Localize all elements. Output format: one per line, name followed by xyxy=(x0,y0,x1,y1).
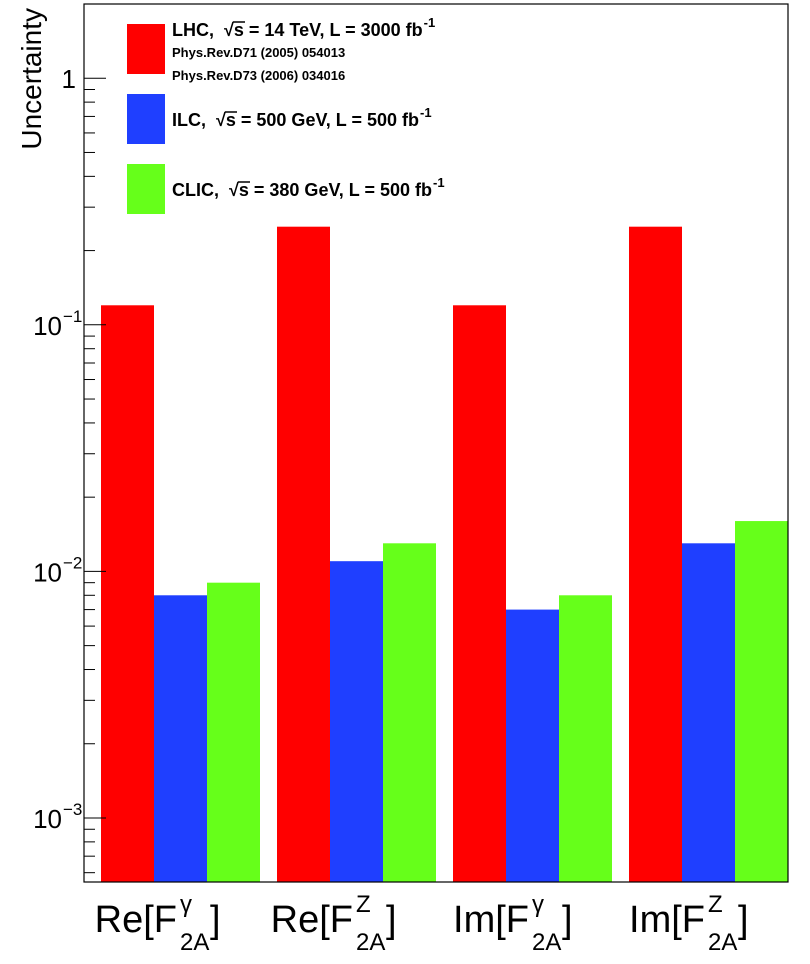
y-tick-label: 1 xyxy=(62,64,76,94)
y-tick-label: 10 −2 xyxy=(33,553,82,587)
x-category-label: Re[F γ 2A] xyxy=(95,891,221,956)
plot-frame xyxy=(83,3,789,883)
legend-energy-lumi: √s = 14 TeV, L = 3000 fb xyxy=(224,20,423,40)
legend-label: CLIC, xyxy=(172,180,219,200)
category-superscript: Z xyxy=(356,891,371,918)
bar-ilc-1 xyxy=(154,595,207,882)
category-suffix: ] xyxy=(386,899,397,941)
y-axis-tick-labels: 110−110−210−3 xyxy=(33,64,82,834)
bar-lhc-4 xyxy=(629,226,682,882)
legend-swatch xyxy=(127,94,165,144)
bar-ilc-2 xyxy=(330,561,383,882)
category-superscript: γ xyxy=(180,891,192,918)
category-prefix: Re[F xyxy=(271,899,353,941)
category-prefix: Im[F xyxy=(629,899,705,941)
legend: LHC, √s = 14 TeV, L = 3000 fb -1Phys.Rev.D… xyxy=(127,15,445,214)
category-subscript: 2A xyxy=(180,929,209,956)
x-category-label: Re[F Z 2A] xyxy=(271,891,397,956)
category-suffix: ] xyxy=(562,899,573,941)
legend-exponent: -1 xyxy=(420,105,432,120)
y-tick-base: 10 xyxy=(33,804,62,834)
bars-layer xyxy=(101,226,788,882)
x-category-label: Im[F Z 2A] xyxy=(629,891,749,956)
bar-clic-4 xyxy=(735,521,788,882)
category-subscript: 2A xyxy=(532,929,561,956)
category-subscript: 2A xyxy=(356,929,385,956)
x-category-label: Im[F γ 2A] xyxy=(453,891,573,956)
y-tick-base: 10 xyxy=(33,311,62,341)
bar-lhc-3 xyxy=(453,305,506,882)
y-tick-exponent: −2 xyxy=(63,553,82,572)
legend-exponent: -1 xyxy=(433,175,445,190)
y-tick-label: 10 −1 xyxy=(33,307,82,341)
category-superscript: Z xyxy=(708,891,723,918)
x-axis-category-labels: Re[F γ2A] Re[F Z2A] Im[F γ2A] Im[F Z2A] xyxy=(95,891,749,956)
legend-label: LHC, xyxy=(172,20,214,40)
legend-entry-clic: CLIC, √s = 380 GeV, L = 500 fb -1 xyxy=(127,164,445,214)
y-tick-label: 10 −3 xyxy=(33,800,82,834)
legend-energy-lumi: √s = 500 GeV, L = 500 fb xyxy=(216,110,419,130)
category-subscript: 2A xyxy=(708,929,737,956)
y-tick-base: 10 xyxy=(33,557,62,587)
bar-clic-2 xyxy=(383,543,436,882)
category-superscript: γ xyxy=(532,891,544,918)
legend-reference: Phys.Rev.D73 (2006) 034016 xyxy=(172,68,345,83)
bar-ilc-4 xyxy=(682,543,735,882)
bar-clic-1 xyxy=(207,582,260,882)
legend-reference: Phys.Rev.D71 (2005) 054013 xyxy=(172,45,345,60)
legend-swatch xyxy=(127,24,165,74)
legend-label: ILC, xyxy=(172,110,206,130)
category-prefix: Re[F xyxy=(95,899,177,941)
legend-entry-ilc: ILC, √s = 500 GeV, L = 500 fb -1 xyxy=(127,94,432,144)
legend-energy-lumi: √s = 380 GeV, L = 500 fb xyxy=(229,180,432,200)
category-suffix: ] xyxy=(738,899,749,941)
bar-lhc-2 xyxy=(277,226,330,882)
y-axis-ticks xyxy=(84,3,106,874)
legend-swatch xyxy=(127,164,165,214)
bar-ilc-3 xyxy=(506,609,559,882)
y-tick-exponent: −3 xyxy=(63,800,82,819)
legend-exponent: -1 xyxy=(424,15,436,30)
bar-clic-3 xyxy=(559,595,612,882)
y-axis-label: Uncertainty xyxy=(16,8,47,150)
category-prefix: Im[F xyxy=(453,899,529,941)
bar-lhc-1 xyxy=(101,305,154,882)
y-tick-exponent: −1 xyxy=(63,307,82,326)
legend-entry-lhc: LHC, √s = 14 TeV, L = 3000 fb -1 Phys.Rev.D… xyxy=(127,15,435,83)
category-suffix: ] xyxy=(210,899,221,941)
y-tick-base: 1 xyxy=(62,64,76,94)
